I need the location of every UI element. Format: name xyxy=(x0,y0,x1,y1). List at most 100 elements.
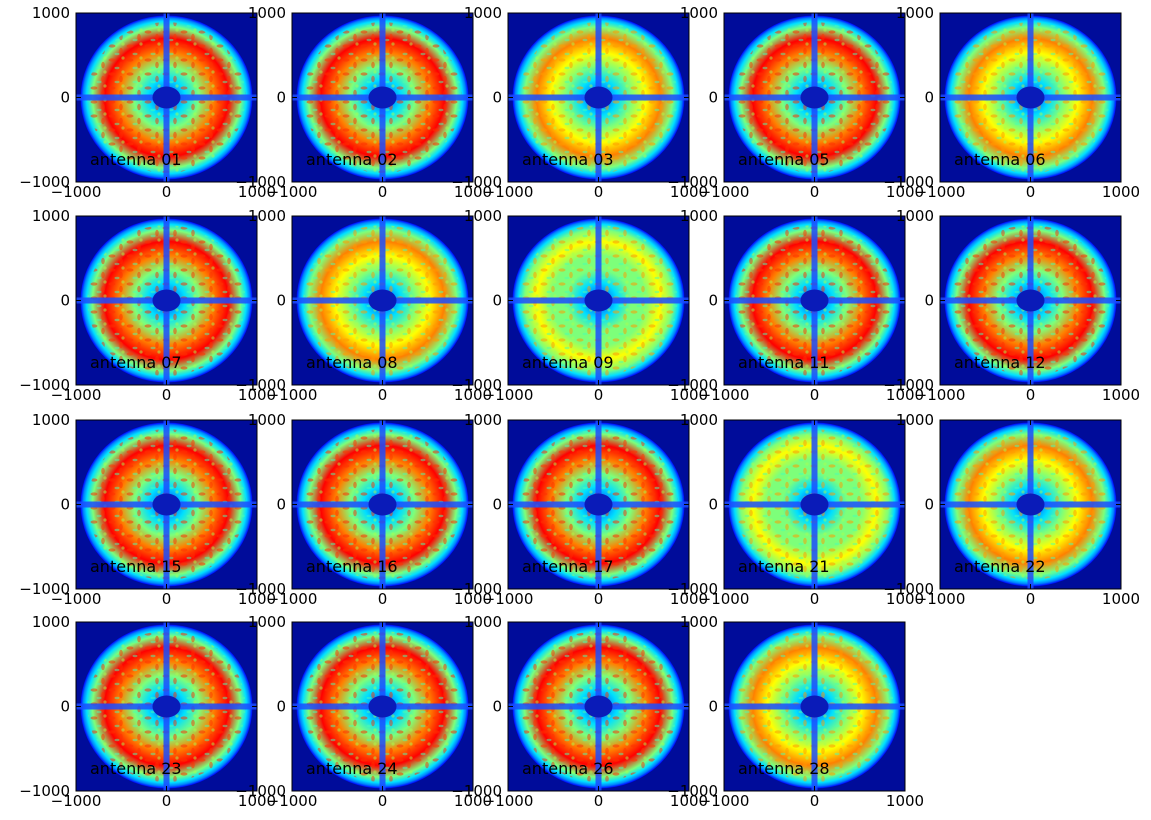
y-tick-label: 1000 xyxy=(464,411,502,429)
y-tick-label: 1000 xyxy=(32,207,70,225)
y-tick-label: −1000 xyxy=(19,782,70,800)
y-tick-label: −1000 xyxy=(883,580,934,598)
y-tick-label: 1000 xyxy=(896,207,934,225)
y-tick-label: 1000 xyxy=(464,613,502,631)
y-tick-label: −1000 xyxy=(235,580,286,598)
antenna-panel: −1000−1000 0 0 1000 1000 antenna 05 xyxy=(667,4,924,201)
x-tick-label: 0 xyxy=(162,183,172,201)
x-tick-label: −1000 xyxy=(699,590,750,608)
x-tick-label: 0 xyxy=(594,183,604,201)
subreflector-blockage xyxy=(800,289,829,312)
x-tick-label: 1000 xyxy=(670,792,708,810)
antenna-panel: −1000−1000 0 0 1000 1000 antenna 16 xyxy=(235,411,492,608)
subreflector-blockage xyxy=(584,695,613,718)
y-tick-label: −1000 xyxy=(667,173,718,191)
x-tick-label: −1000 xyxy=(483,183,534,201)
x-tick-label: 1000 xyxy=(1102,386,1140,404)
y-tick-label: 1000 xyxy=(896,4,934,22)
x-tick-label: 1000 xyxy=(670,386,708,404)
y-tick-label: 1000 xyxy=(248,207,286,225)
x-tick-label: 0 xyxy=(594,590,604,608)
antenna-label: antenna 23 xyxy=(90,759,182,778)
y-tick-label: 0 xyxy=(492,89,502,107)
subreflector-blockage xyxy=(1016,86,1045,109)
antenna-panel: −1000−1000 0 0 1000 1000 antenna 06 xyxy=(883,4,1140,201)
antenna-label: antenna 07 xyxy=(90,353,182,372)
y-tick-label: 1000 xyxy=(248,411,286,429)
antenna-panel: −1000−1000 0 0 1000 1000 antenna 22 xyxy=(883,411,1140,608)
x-tick-label: 1000 xyxy=(670,183,708,201)
y-tick-label: 0 xyxy=(708,292,718,310)
antenna-label: antenna 06 xyxy=(954,150,1046,169)
x-tick-label: −1000 xyxy=(267,792,318,810)
subreflector-blockage xyxy=(368,493,397,516)
antenna-label: antenna 03 xyxy=(522,150,614,169)
x-tick-label: 0 xyxy=(810,386,820,404)
antenna-panel: −1000−1000 0 0 1000 1000 antenna 12 xyxy=(883,207,1140,404)
antenna-panel: −1000−1000 0 0 1000 1000 antenna 23 xyxy=(19,613,276,810)
antenna-label: antenna 28 xyxy=(738,759,830,778)
y-tick-label: 1000 xyxy=(248,4,286,22)
x-tick-label: 1000 xyxy=(1102,183,1140,201)
antenna-panel: −1000−1000 0 0 1000 1000 antenna 17 xyxy=(451,411,708,608)
antenna-label: antenna 17 xyxy=(522,557,614,576)
x-tick-label: 0 xyxy=(1026,183,1036,201)
antenna-label: antenna 12 xyxy=(954,353,1046,372)
y-tick-label: −1000 xyxy=(235,173,286,191)
y-tick-label: 0 xyxy=(60,89,70,107)
y-tick-label: 0 xyxy=(60,698,70,716)
x-tick-label: −1000 xyxy=(915,386,966,404)
x-tick-label: 1000 xyxy=(886,792,924,810)
x-tick-label: 0 xyxy=(162,386,172,404)
x-tick-label: −1000 xyxy=(483,386,534,404)
x-tick-label: −1000 xyxy=(267,183,318,201)
x-tick-label: 0 xyxy=(594,386,604,404)
x-tick-label: 1000 xyxy=(454,386,492,404)
y-tick-label: 1000 xyxy=(680,411,718,429)
antenna-panel: −1000−1000 0 0 1000 1000 antenna 24 xyxy=(235,613,492,810)
x-tick-label: −1000 xyxy=(51,386,102,404)
y-tick-label: 0 xyxy=(492,698,502,716)
x-tick-label: 1000 xyxy=(886,386,924,404)
subreflector-blockage xyxy=(152,695,181,718)
y-tick-label: −1000 xyxy=(451,376,502,394)
y-tick-label: 1000 xyxy=(896,411,934,429)
x-tick-label: 1000 xyxy=(238,183,276,201)
x-tick-label: 1000 xyxy=(454,792,492,810)
x-tick-label: −1000 xyxy=(51,183,102,201)
antenna-label: antenna 15 xyxy=(90,557,182,576)
x-tick-label: −1000 xyxy=(51,590,102,608)
x-tick-label: 1000 xyxy=(454,590,492,608)
y-tick-label: 0 xyxy=(924,89,934,107)
subreflector-blockage xyxy=(800,493,829,516)
x-tick-label: 0 xyxy=(378,183,388,201)
antenna-panel: −1000−1000 0 0 1000 1000 antenna 11 xyxy=(667,207,924,404)
antenna-panel: −1000−1000 0 0 1000 1000 antenna 08 xyxy=(235,207,492,404)
y-tick-label: 1000 xyxy=(680,613,718,631)
subreflector-blockage xyxy=(800,86,829,109)
subreflector-blockage xyxy=(584,289,613,312)
y-tick-label: 0 xyxy=(708,698,718,716)
x-tick-label: 0 xyxy=(378,590,388,608)
y-tick-label: 0 xyxy=(276,89,286,107)
x-tick-label: 0 xyxy=(810,590,820,608)
y-tick-label: −1000 xyxy=(19,580,70,598)
y-tick-label: −1000 xyxy=(883,376,934,394)
x-tick-label: −1000 xyxy=(51,792,102,810)
subreflector-blockage xyxy=(368,289,397,312)
x-tick-label: 1000 xyxy=(886,590,924,608)
x-tick-label: 0 xyxy=(1026,590,1036,608)
antenna-panel: −1000−1000 0 0 1000 1000 antenna 28 xyxy=(667,613,924,810)
x-tick-label: 0 xyxy=(378,792,388,810)
antenna-panel: −1000−1000 0 0 1000 1000 antenna 07 xyxy=(19,207,276,404)
x-tick-label: −1000 xyxy=(267,590,318,608)
antenna-panel: −1000−1000 0 0 1000 1000 antenna 09 xyxy=(451,207,708,404)
antenna-label: antenna 08 xyxy=(306,353,398,372)
antenna-panel: −1000−1000 0 0 1000 1000 antenna 01 xyxy=(19,4,276,201)
y-tick-label: 1000 xyxy=(248,613,286,631)
x-tick-label: 1000 xyxy=(1102,590,1140,608)
y-tick-label: 0 xyxy=(708,89,718,107)
y-tick-label: −1000 xyxy=(667,782,718,800)
